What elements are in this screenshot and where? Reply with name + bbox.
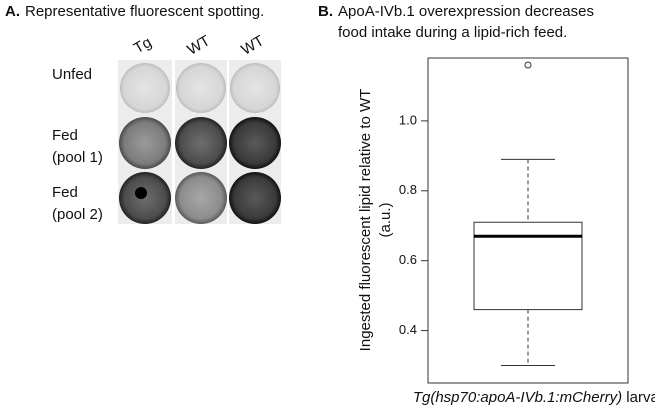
spot [119,117,171,169]
x-axis-label: Tg(hsp70:apoA-IVb.1:mCherry) larvae [413,389,655,406]
column-label: WT [238,32,267,58]
y-tick-label: 0.6 [399,252,417,267]
y-axis-label: Ingested fluorescent lipid relative to W… [357,89,374,352]
spot [176,63,226,113]
spot [119,172,171,224]
column-label: Tg [131,34,155,57]
row-label: Unfed [52,66,92,83]
chart-title: ApoA-IVb.1 overexpression decreases [338,3,594,20]
panel-label: A. [5,3,20,20]
row-label: (pool 1) [52,149,103,166]
column-label: WT [184,32,213,58]
row-label: (pool 2) [52,206,103,223]
y-tick-label: 1.0 [399,112,417,127]
x-axis-label-italic: Tg(hsp70:apoA-IVb.1:mCherry) [413,389,622,406]
spot [230,63,280,113]
spot [175,172,227,224]
chart-title: food intake during a lipid-rich feed. [338,24,567,41]
spot-grid [118,60,281,224]
panel-label: B. [318,3,333,20]
spot [229,117,281,169]
plot-frame [427,57,629,384]
row-label: Fed [52,184,78,201]
panel-title: Representative fluorescent spotting. [25,3,264,20]
spot [175,117,227,169]
y-tick-label: 0.4 [399,322,417,337]
outlier [524,61,532,69]
panel-a: A. Representative fluorescent spotting. [5,3,281,224]
y-axis-label: (a.u.) [377,202,394,237]
panel-b: B. ApoA-IVb.1 overexpression decreases f… [318,3,655,406]
spot-dot [135,187,147,199]
spot [229,172,281,224]
y-tick-label: 0.8 [399,182,417,197]
x-axis-label-rest: larvae [626,389,655,406]
row-label: Fed [52,127,78,144]
spot [120,63,170,113]
